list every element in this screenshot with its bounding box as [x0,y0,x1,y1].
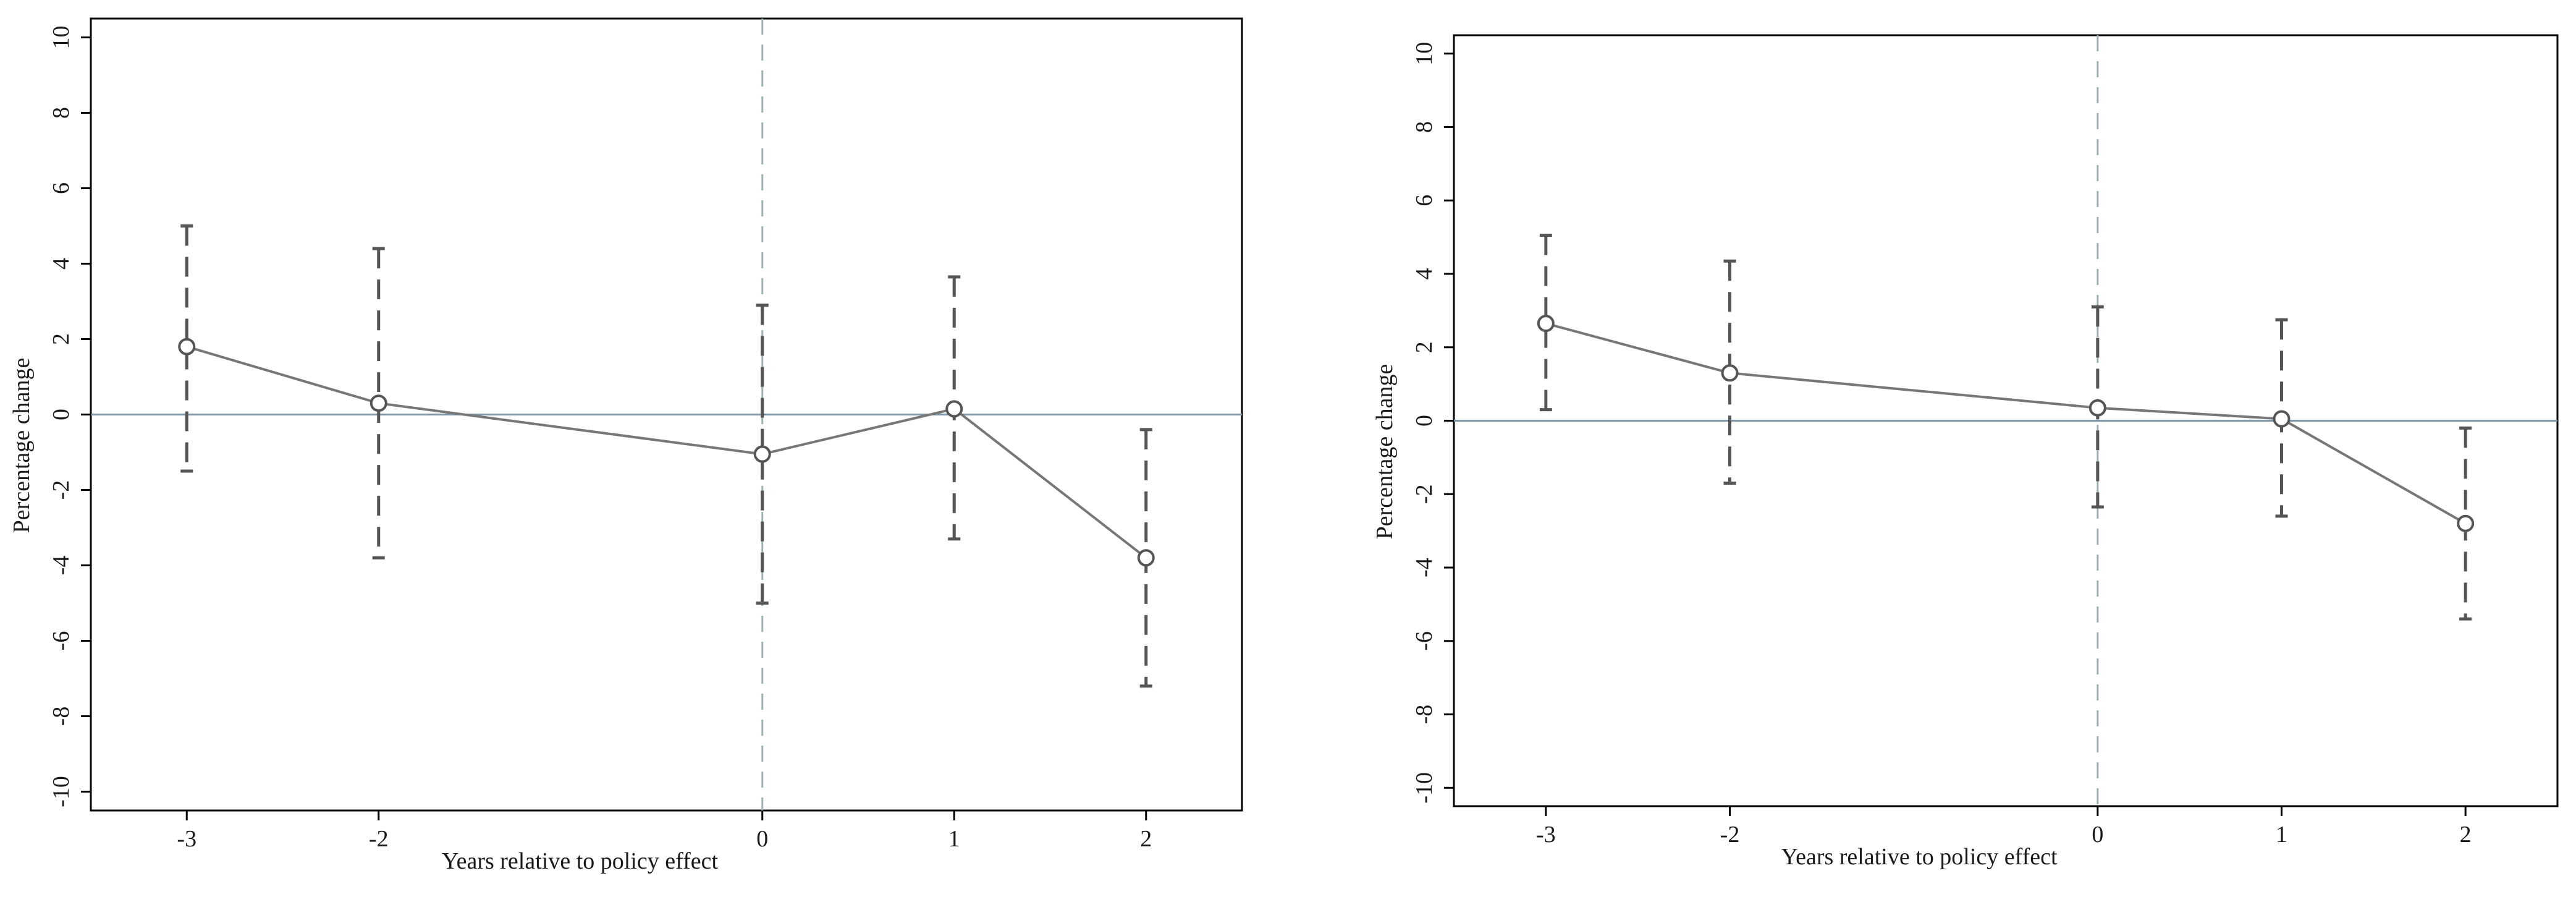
y-axis-title: Percentage change [1372,364,1398,540]
y-tick-label: -2 [48,480,74,500]
data-point [1721,364,1739,382]
y-tick-label: 8 [48,107,74,119]
x-tick-label: 0 [2092,822,2103,848]
data-point [945,400,963,418]
y-tick-label: -6 [48,631,74,651]
y-tick-label: 0 [48,409,74,420]
y-tick-label: 0 [1411,415,1437,427]
data-point [753,445,771,463]
series-line [1545,322,2467,525]
chart-panel-1: -10 -8 -6 -4 -2 0 2 4 6 8 10 -3 -2 0 1 2 Years relative … [9,17,1243,874]
y-tick-label: -2 [1411,484,1437,504]
series-line [186,345,1147,559]
data-point [1137,549,1155,567]
data-point [2457,514,2475,532]
x-axis-title: Years relative to policy effect [1781,844,2057,870]
x-tick-label: -3 [177,826,196,852]
y-tick-label: -8 [48,707,74,726]
y-tick-label: 4 [1411,268,1437,279]
y-tick-label: 6 [48,182,74,194]
data-point [2088,399,2106,417]
y-tick-label: 4 [48,258,74,270]
y-tick-label: -8 [1411,705,1437,725]
data-point [2273,410,2291,428]
y-tick-label: 2 [1411,341,1437,353]
chart-panel-2: -10 -8 -6 -4 -2 0 2 4 6 8 10 -3 -2 0 1 2 Years relative … [1372,34,2559,870]
x-tick-label: 0 [756,826,768,852]
y-tick-label: 2 [48,333,74,345]
x-tick-label: -3 [1536,822,1556,848]
x-tick-label: 1 [948,826,960,852]
x-tick-label: 2 [1140,826,1152,852]
data-point [1537,315,1555,333]
y-tick-label: -10 [48,776,74,807]
y-axis-title: Percentage change [9,358,35,534]
y-tick-label: 6 [1411,195,1437,206]
data-point [370,394,387,412]
data-point [178,338,196,355]
y-tick-label: -10 [1411,772,1437,804]
y-tick-label: -4 [1411,558,1437,577]
y-tick-label: 10 [1411,42,1437,66]
y-tick-label: 8 [1411,121,1437,133]
x-tick-label: 1 [2276,822,2287,848]
x-tick-label: 2 [2460,822,2472,848]
y-tick-label: -4 [48,556,74,576]
x-axis-title: Years relative to policy effect [442,848,718,874]
y-tick-label: -6 [1411,631,1437,651]
x-tick-label: -2 [369,826,389,852]
y-tick-label: 10 [48,26,74,49]
x-tick-label: -2 [1720,822,1740,848]
